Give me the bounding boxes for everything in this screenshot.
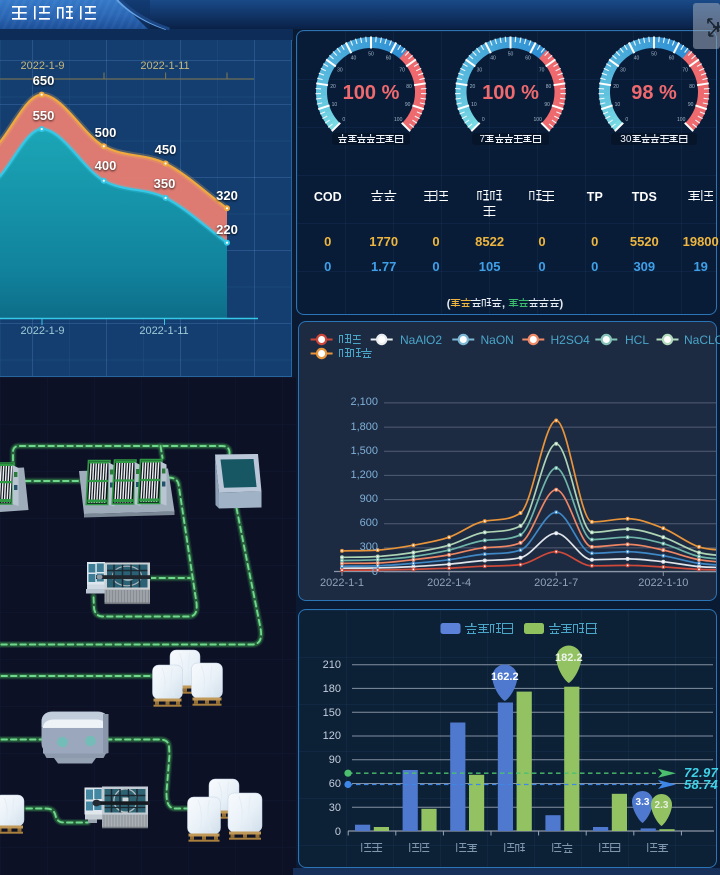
svg-text:60: 60 [669,56,675,62]
svg-text:20: 20 [613,84,619,90]
svg-text:0: 0 [625,117,628,123]
svg-text:30: 30 [337,67,343,73]
svg-text:80: 80 [689,84,695,90]
svg-text:100: 100 [394,117,403,123]
svg-text:30: 30 [477,67,483,73]
svg-text:60: 60 [386,56,392,62]
svg-text:0: 0 [342,117,345,123]
svg-text:40: 40 [490,56,496,62]
svg-text:100: 100 [677,117,686,123]
svg-text:80: 80 [406,84,412,90]
svg-text:70: 70 [682,67,688,73]
svg-text:70: 70 [399,67,405,73]
svg-text:40: 40 [351,56,357,62]
svg-text:20: 20 [470,84,476,90]
svg-text:70: 70 [539,67,545,73]
svg-text:60: 60 [525,56,531,62]
svg-text:30: 30 [620,67,626,73]
svg-text:50: 50 [651,52,657,58]
svg-text:50: 50 [368,52,374,58]
svg-text:80: 80 [546,84,552,90]
svg-text:90: 90 [544,102,550,108]
svg-text:0: 0 [482,117,485,123]
svg-text:40: 40 [634,56,640,62]
svg-text:10: 10 [332,102,338,108]
svg-text:90: 90 [688,102,694,108]
svg-text:10: 10 [615,102,621,108]
svg-text:90: 90 [405,102,411,108]
svg-text:10: 10 [471,102,477,108]
svg-text:20: 20 [330,84,336,90]
svg-text:100: 100 [534,117,543,123]
svg-text:50: 50 [508,52,514,58]
